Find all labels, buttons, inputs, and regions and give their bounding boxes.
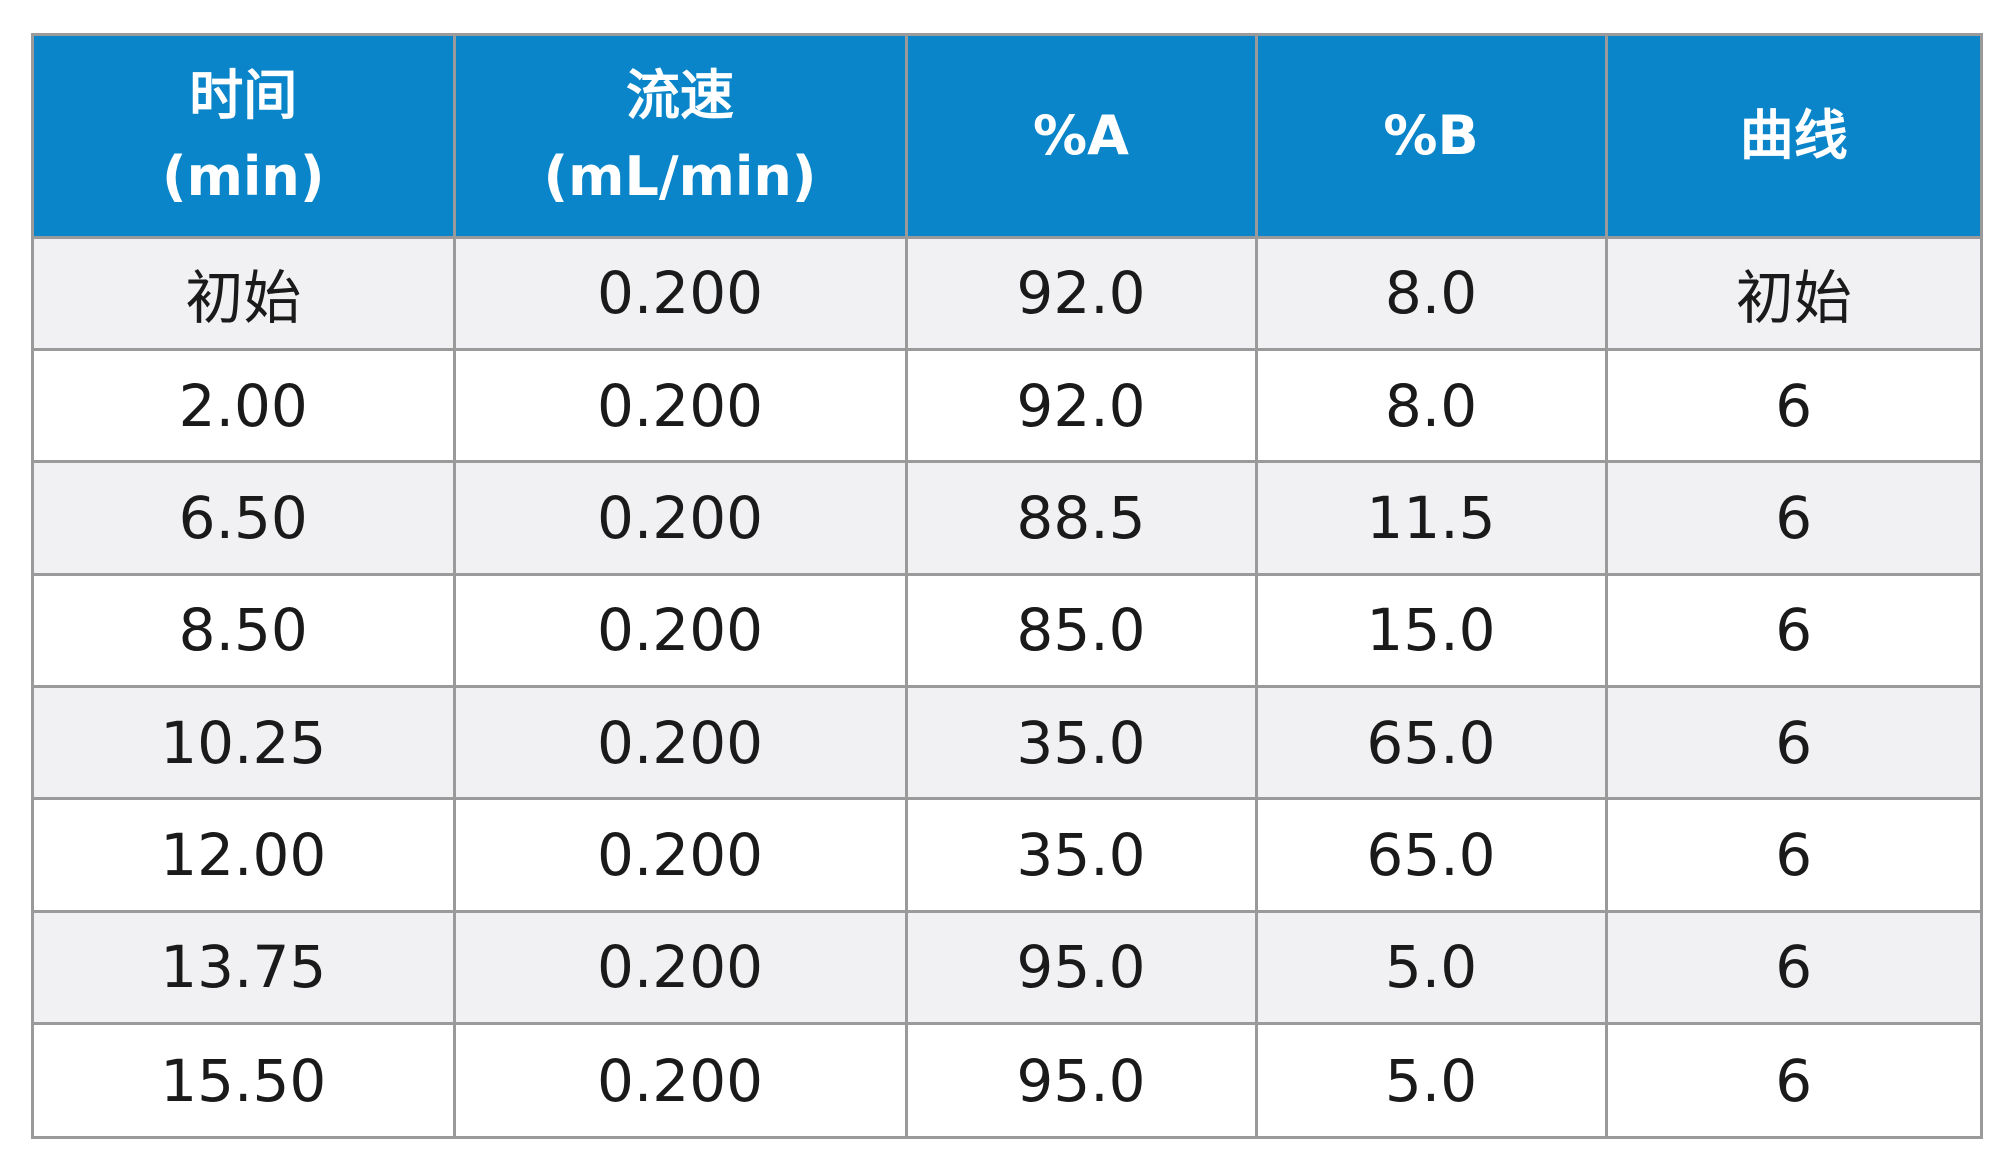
cell-curve: 6 xyxy=(1604,460,1980,575)
table-row: 15.50 0.200 95.0 5.0 6 xyxy=(34,1022,1980,1136)
cell-percent-b: 65.0 xyxy=(1254,684,1606,799)
cell-flow: 0.200 xyxy=(452,235,906,350)
cell-percent-a: 88.5 xyxy=(904,460,1256,575)
cell-curve: 6 xyxy=(1604,1022,1980,1136)
header-percent-a-label: %A xyxy=(1033,104,1129,168)
header-time: 时间 (min) xyxy=(34,36,454,239)
cell-flow: 0.200 xyxy=(452,1022,906,1136)
gradient-table-container: 时间 (min) 流速 (mL/min) %A %B 曲线 xyxy=(31,33,1983,1139)
header-row: 时间 (min) 流速 (mL/min) %A %B 曲线 xyxy=(34,36,1980,239)
cell-percent-a: 92.0 xyxy=(904,347,1256,462)
cell-time: 初始 xyxy=(34,235,454,350)
table-row: 10.25 0.200 35.0 65.0 6 xyxy=(34,684,1980,799)
cell-curve: 6 xyxy=(1604,909,1980,1024)
cell-percent-a: 92.0 xyxy=(904,235,1256,350)
table-row: 6.50 0.200 88.5 11.5 6 xyxy=(34,460,1980,575)
cell-time: 8.50 xyxy=(34,572,454,687)
header-flow-label: 流速 xyxy=(626,63,734,127)
table-header: 时间 (min) 流速 (mL/min) %A %B 曲线 xyxy=(34,36,1980,239)
cell-time: 15.50 xyxy=(34,1022,454,1136)
header-time-label: 时间 xyxy=(189,63,298,127)
cell-flow: 0.200 xyxy=(452,797,906,912)
table-row: 2.00 0.200 92.0 8.0 6 xyxy=(34,347,1980,462)
cell-percent-b: 15.0 xyxy=(1254,572,1606,687)
cell-curve: 初始 xyxy=(1604,235,1980,350)
header-flow: 流速 (mL/min) xyxy=(452,36,906,239)
header-percent-a: %A xyxy=(904,36,1256,239)
header-curve: 曲线 xyxy=(1604,36,1980,239)
cell-percent-b: 5.0 xyxy=(1254,909,1606,1024)
table-body: 初始 0.200 92.0 8.0 初始 2.00 0.200 92.0 8.0… xyxy=(34,235,1980,1136)
header-percent-b: %B xyxy=(1254,36,1606,239)
cell-time: 2.00 xyxy=(34,347,454,462)
cell-curve: 6 xyxy=(1604,797,1980,912)
cell-flow: 0.200 xyxy=(452,347,906,462)
gradient-table: 时间 (min) 流速 (mL/min) %A %B 曲线 xyxy=(34,36,1980,1136)
cell-percent-b: 5.0 xyxy=(1254,1022,1606,1136)
cell-curve: 6 xyxy=(1604,572,1980,687)
cell-percent-b: 8.0 xyxy=(1254,347,1606,462)
cell-time: 6.50 xyxy=(34,460,454,575)
cell-time: 12.00 xyxy=(34,797,454,912)
cell-percent-b: 11.5 xyxy=(1254,460,1606,575)
cell-percent-a: 95.0 xyxy=(904,909,1256,1024)
cell-flow: 0.200 xyxy=(452,684,906,799)
cell-percent-a: 95.0 xyxy=(904,1022,1256,1136)
cell-flow: 0.200 xyxy=(452,909,906,1024)
cell-curve: 6 xyxy=(1604,347,1980,462)
cell-time: 10.25 xyxy=(34,684,454,799)
cell-percent-a: 85.0 xyxy=(904,572,1256,687)
table-row: 初始 0.200 92.0 8.0 初始 xyxy=(34,235,1980,350)
table-row: 13.75 0.200 95.0 5.0 6 xyxy=(34,909,1980,1024)
table-row: 12.00 0.200 35.0 65.0 6 xyxy=(34,797,1980,912)
cell-percent-a: 35.0 xyxy=(904,684,1256,799)
cell-time: 13.75 xyxy=(34,909,454,1024)
header-time-unit: (min) xyxy=(161,144,325,208)
cell-flow: 0.200 xyxy=(452,572,906,687)
cell-flow: 0.200 xyxy=(452,460,906,575)
header-percent-b-label: %B xyxy=(1383,104,1479,168)
cell-percent-b: 8.0 xyxy=(1254,235,1606,350)
table-row: 8.50 0.200 85.0 15.0 6 xyxy=(34,572,1980,687)
header-curve-label: 曲线 xyxy=(1739,104,1848,168)
cell-curve: 6 xyxy=(1604,684,1980,799)
cell-percent-b: 65.0 xyxy=(1254,797,1606,912)
header-flow-unit: (mL/min) xyxy=(543,144,817,208)
cell-percent-a: 35.0 xyxy=(904,797,1256,912)
